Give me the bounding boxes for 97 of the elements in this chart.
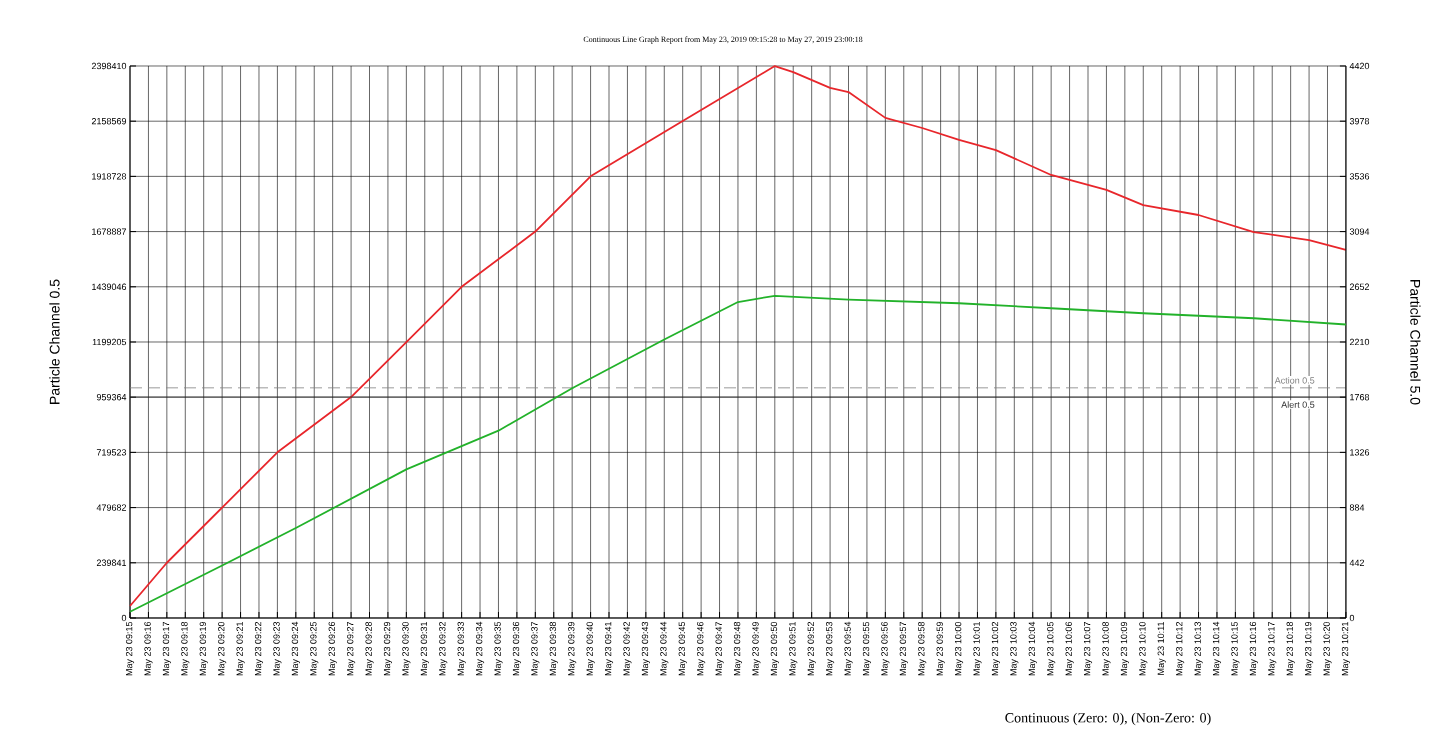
y2-tick-label: 0 — [1349, 614, 1355, 622]
x-tick-label: May 23 09:28 — [365, 621, 374, 676]
y2-tick-label: 442 — [1349, 559, 1365, 566]
y-tick-label: 1918728 — [92, 173, 127, 180]
y-tick-label: 239841 — [96, 559, 127, 566]
x-tick-label: May 23 10:13 — [1194, 621, 1203, 676]
x-tick-label: May 23 09:53 — [826, 621, 835, 676]
x-tick-label: May 23 09:44 — [660, 621, 669, 676]
x-tick-label: May 23 09:16 — [144, 621, 153, 676]
ref-line-label: Alert 0.5 — [1281, 401, 1315, 408]
x-tick-label: May 23 10:09 — [1120, 621, 1129, 676]
x-tick-label: May 23 09:34 — [475, 621, 485, 676]
x-tick-label: May 23 10:12 — [1176, 621, 1185, 676]
x-tick-label: May 23 09:49 — [752, 621, 761, 676]
x-tick-label: May 23 09:17 — [162, 621, 171, 676]
y2-tick-label: 4420 — [1349, 62, 1370, 70]
x-tick-label: May 23 09:25 — [310, 621, 319, 676]
line-series — [129, 65, 1347, 607]
x-tick-label: May 23 09:15 — [125, 621, 135, 676]
x-tick-label: May 23 10:01 — [973, 621, 982, 676]
x-tick-label: May 23 09:56 — [881, 621, 890, 676]
x-tick-label: May 23 10:16 — [1249, 621, 1258, 676]
y-tick-label: 479682 — [96, 504, 127, 511]
x-tick-label: May 23 10:02 — [991, 621, 1000, 676]
x-tick-label: May 23 09:51 — [789, 621, 798, 676]
x-tick-label: May 23 09:36 — [512, 621, 521, 676]
x-tick-label: May 23 10:19 — [1304, 621, 1314, 676]
x-tick-label: May 23 09:42 — [623, 621, 632, 676]
y-tick-label: 1199205 — [92, 338, 127, 346]
y2-tick-label: 1768 — [1350, 394, 1370, 401]
y-tick-label: 0 — [121, 614, 127, 622]
y2-tick-label: 2652 — [1349, 283, 1370, 290]
x-tick-label: May 23 09:21 — [236, 621, 245, 676]
x-tick-label: May 23 09:32 — [439, 621, 448, 676]
y-tick-label: 959364 — [96, 394, 127, 401]
x-tick-label: May 23 09:30 — [402, 621, 411, 676]
x-tick-label: May 23 09:22 — [254, 621, 264, 676]
x-tick-label: May 23 09:46 — [697, 621, 706, 676]
x-tick-label: May 23 09:37 — [531, 621, 540, 676]
x-tick-label: May 23 10:14 — [1212, 621, 1222, 676]
x-tick-label: May 23 09:43 — [641, 621, 650, 676]
x-tick-label: May 23 10:11 — [1157, 621, 1166, 675]
y-tick-label: 2398410 — [91, 62, 127, 70]
line-series — [129, 294, 1347, 613]
y2-tick-label: 3978 — [1349, 118, 1370, 125]
x-tick-label: May 23 09:57 — [899, 621, 908, 676]
x-tick-label: May 23 09:23 — [273, 621, 282, 676]
ref-line-label: Action 0.5 — [1274, 377, 1315, 384]
x-tick-label: May 23 09:24 — [291, 621, 300, 676]
x-tick-label: May 23 09:50 — [770, 621, 779, 676]
x-tick-label: May 23 09:40 — [586, 621, 595, 676]
x-tick-label: May 23 09:29 — [383, 621, 393, 676]
text: Continuous (Zero: 0), (Non-Zero: 0) — [1005, 712, 1211, 726]
x-tick-label: May 23 10:08 — [1102, 621, 1111, 676]
y2-tick-label: 884 — [1349, 504, 1365, 511]
x-tick-label: May 23 09:19 — [199, 621, 208, 676]
chart-subtitle: Continuous Line Graph Report from May 23, 2019 09:15:28 to May 27, 2019 23:00:18 — [583, 36, 863, 44]
x-tick-label: May 23 09:45 — [678, 621, 687, 676]
x-tick-label: May 23 09:47 — [715, 621, 724, 676]
y2-tick-label: 2210 — [1349, 338, 1370, 346]
y2-axis-title: Particle Channel 5.0 — [1410, 280, 1421, 405]
y-axis-title: Particle Channel 0.5 — [49, 279, 60, 404]
x-tick-label: May 23 09:54 — [844, 621, 853, 676]
y-tick-label: 1439046 — [92, 283, 127, 290]
x-tick-label: May 23 10:07 — [1083, 621, 1093, 676]
y-tick-label: 2158569 — [91, 118, 127, 125]
x-tick-label: May 23 10:00 — [954, 621, 964, 676]
x-tick-label: May 23 10:05 — [1047, 621, 1056, 676]
x-tick-label: May 23 09:55 — [862, 621, 871, 676]
x-tick-label: May 23 09:20 — [218, 621, 227, 676]
x-tick-label: May 23 10:03 — [1010, 621, 1019, 676]
x-tick-label: May 23 10:17 — [1268, 621, 1277, 676]
x-tick-label: May 23 09:41 — [604, 621, 614, 676]
x-tick-label: May 23 10:06 — [1065, 621, 1074, 676]
x-tick-label: May 23 09:48 — [733, 621, 743, 676]
x-tick-label: May 23 09:27 — [347, 621, 356, 676]
y-tick-label: 1678887 — [92, 228, 127, 235]
x-tick-label: May 23 09:59 — [936, 621, 945, 676]
x-tick-label: May 23 10:20 — [1323, 621, 1332, 676]
x-tick-label: May 23 09:18 — [181, 621, 190, 676]
x-tick-label: May 23 10:10 — [1139, 621, 1148, 676]
x-tick-label: May 23 10:04 — [1028, 621, 1037, 676]
x-tick-label: May 23 10:18 — [1286, 621, 1295, 676]
y-tick-label: 719523 — [96, 449, 127, 456]
y2-tick-label: 1326 — [1350, 449, 1370, 456]
x-tick-label: May 23 09:33 — [457, 621, 466, 676]
x-tick-label: May 23 09:52 — [807, 621, 816, 676]
x-tick-label: May 23 09:58 — [918, 621, 927, 676]
x-tick-label: May 23 09:26 — [328, 621, 337, 676]
x-tick-label: May 23 10:15 — [1231, 621, 1240, 676]
y2-tick-label: 3094 — [1349, 228, 1370, 235]
y2-tick-label: 3536 — [1349, 173, 1370, 180]
x-tick-label: May 23 09:31 — [420, 621, 429, 676]
x-tick-label: May 23 09:35 — [494, 621, 503, 676]
x-tick-label: May 23 09:39 — [568, 621, 577, 676]
x-tick-label: May 23 09:38 — [549, 621, 558, 676]
x-tick-label: May 23 10:21 — [1341, 621, 1350, 676]
